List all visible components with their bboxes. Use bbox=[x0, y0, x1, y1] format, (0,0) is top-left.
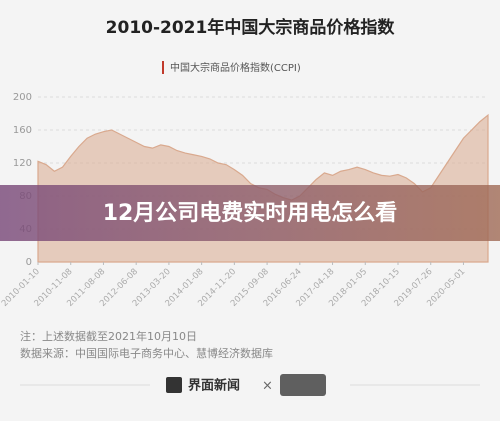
note: 数据来源：中国国际电子商务中心、慧博经济数据库 bbox=[20, 346, 273, 360]
y-tick-label: 200 bbox=[13, 92, 32, 103]
partner-logo bbox=[280, 374, 326, 396]
headline: 12月公司电费实时用电怎么看 bbox=[103, 200, 398, 226]
brand: 界面新闻 bbox=[188, 378, 240, 394]
chart-title: 2010-2021年中国大宗商品价格指数 bbox=[106, 17, 396, 38]
legend-swatch bbox=[162, 61, 164, 74]
legend-label: 中国大宗商品价格指数(CCPI) bbox=[170, 61, 301, 74]
y-tick-label: 120 bbox=[13, 158, 32, 169]
brand-icon bbox=[166, 377, 182, 393]
note: 注：上述数据截至2021年10月10日 bbox=[20, 329, 197, 343]
y-tick-label: 0 bbox=[26, 257, 32, 268]
separator: × bbox=[262, 379, 273, 394]
overlay-band bbox=[0, 185, 500, 241]
y-tick-label: 160 bbox=[13, 125, 32, 136]
